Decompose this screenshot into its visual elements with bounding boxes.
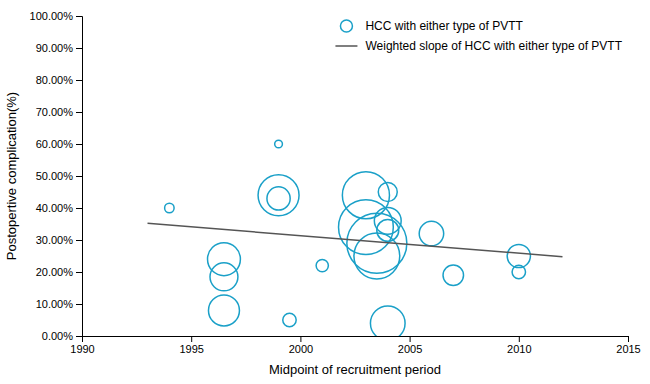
x-tick: 2015 (616, 336, 640, 355)
x-tick: 1995 (179, 336, 203, 355)
x-tick: 2005 (398, 336, 422, 355)
bubble-series (165, 140, 531, 336)
y-axis: 0.00% 10.00% 20.00% 30.00% 40.00% 50.00% 60.00… (30, 10, 83, 342)
legend-item: Weighted slope of HCC with either type o… (335, 39, 622, 53)
y-tick: 30.00% (36, 234, 82, 246)
y-axis-title: Postopertive complication(%) (4, 92, 19, 260)
y-axis-line (76, 17, 83, 337)
bubble (165, 203, 174, 212)
y-tick-mark (76, 240, 82, 241)
y-tick-label: 70.00% (36, 106, 74, 118)
bubble (342, 172, 389, 219)
bubble (258, 175, 299, 216)
bubble (443, 265, 463, 285)
y-tick-label: 60.00% (36, 138, 74, 150)
y-tick-mark (76, 80, 82, 81)
bubble (208, 243, 241, 276)
y-tick: 10.00% (36, 298, 82, 310)
bubble (283, 313, 296, 326)
x-tick-mark (410, 336, 411, 342)
y-tick-label: 30.00% (36, 234, 74, 246)
x-tick-label: 1995 (179, 343, 203, 355)
bubble (208, 295, 239, 326)
x-axis-title: Midpoint of recruitment period (269, 362, 441, 377)
bubble (275, 140, 283, 148)
x-tick-mark (519, 336, 520, 342)
legend: HCC with either type of PVTT Weighted slo… (335, 19, 622, 53)
x-tick-label: 2000 (289, 343, 313, 355)
bubble (378, 183, 397, 202)
y-tick-label: 100.00% (30, 10, 74, 22)
bubble (316, 259, 328, 271)
bubble (370, 306, 405, 336)
trend-line (148, 223, 563, 256)
bubble (210, 263, 238, 291)
x-tick-mark (628, 336, 629, 342)
bubble (419, 221, 443, 245)
x-tick: 1990 (70, 336, 94, 355)
legend-label: Weighted slope of HCC with either type o… (365, 39, 622, 53)
bubble (507, 244, 530, 267)
y-tick: 20.00% (36, 266, 82, 278)
x-tick-label: 2015 (616, 343, 640, 355)
y-tick-label: 40.00% (36, 202, 74, 214)
y-tick-mark (76, 208, 82, 209)
x-tick: 2000 (289, 336, 313, 355)
x-tick: 2010 (507, 336, 531, 355)
y-tick: 60.00% (36, 138, 82, 150)
chart: 1990 1995 2000 2005 2010 2015 0.00% 10.00% 20.00… (0, 0, 650, 384)
y-tick-mark (76, 144, 82, 145)
x-axis: 1990 1995 2000 2005 2010 2015 (70, 336, 640, 355)
x-tick-label: 2005 (398, 343, 422, 355)
legend-swatch (340, 20, 352, 32)
x-axis-line (83, 337, 629, 343)
y-tick-mark (76, 272, 82, 273)
bubble (267, 187, 290, 210)
y-tick-mark (76, 336, 82, 337)
y-tick-label: 50.00% (36, 170, 74, 182)
y-tick-mark (76, 16, 82, 17)
y-tick: 50.00% (36, 170, 82, 182)
legend-item: HCC with either type of PVTT (340, 19, 523, 33)
y-tick-label: 0.00% (42, 330, 73, 342)
y-tick-mark (76, 304, 82, 305)
bubble (512, 265, 525, 278)
x-tick-mark (300, 336, 301, 342)
y-tick-mark (76, 176, 82, 177)
legend-label: HCC with either type of PVTT (365, 19, 523, 33)
bubble (374, 207, 401, 234)
y-tick-label: 10.00% (36, 298, 74, 310)
bubble (377, 219, 399, 241)
y-tick-mark (76, 48, 82, 49)
y-tick: 90.00% (36, 42, 82, 54)
y-tick: 40.00% (36, 202, 82, 214)
x-tick-label: 1990 (70, 343, 94, 355)
y-tick-mark (76, 112, 82, 113)
x-tick-label: 2010 (507, 343, 531, 355)
y-tick: 70.00% (36, 106, 82, 118)
y-tick-label: 80.00% (36, 74, 74, 86)
y-tick-label: 90.00% (36, 42, 74, 54)
y-tick: 0.00% (42, 330, 82, 342)
x-tick-mark (191, 336, 192, 342)
legend-swatch (335, 45, 357, 47)
plot-area (148, 140, 563, 336)
y-tick: 100.00% (30, 10, 82, 22)
y-tick: 80.00% (36, 74, 82, 86)
y-tick-label: 20.00% (36, 266, 74, 278)
